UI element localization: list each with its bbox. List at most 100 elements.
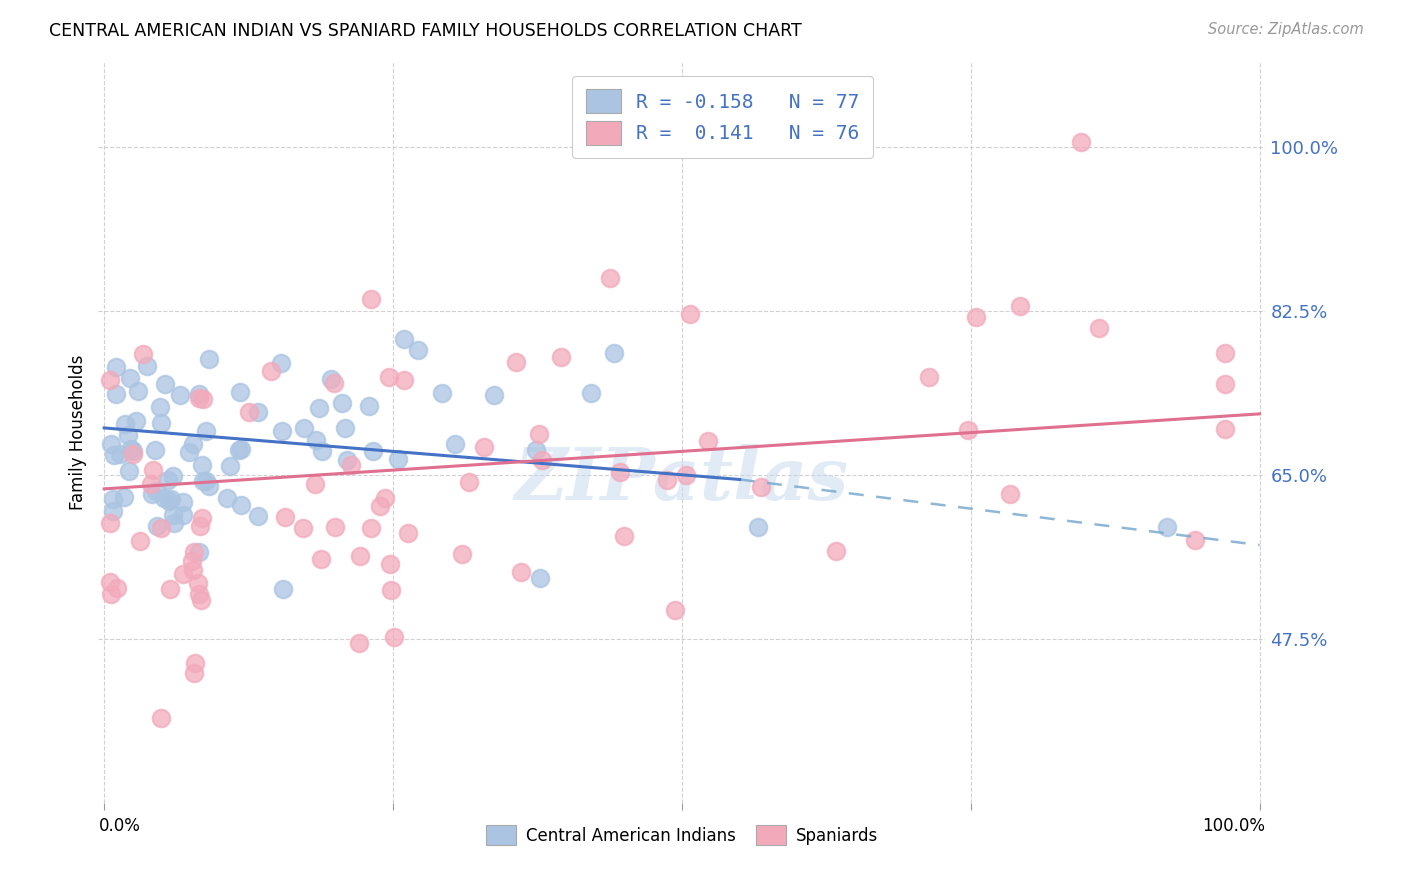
Text: Source: ZipAtlas.com: Source: ZipAtlas.com	[1208, 22, 1364, 37]
Point	[609, 465, 631, 479]
Point	[965, 310, 987, 324]
Point	[150, 711, 173, 725]
Point	[215, 491, 238, 506]
Point	[118, 464, 141, 478]
Point	[247, 405, 270, 419]
Text: 100.0%: 100.0%	[1202, 817, 1265, 835]
Point	[105, 581, 128, 595]
Point	[675, 468, 697, 483]
Point	[120, 370, 142, 384]
Point	[360, 292, 382, 306]
Point	[150, 521, 173, 535]
Point	[679, 307, 702, 321]
Point	[332, 396, 354, 410]
Point	[162, 468, 184, 483]
Point	[117, 428, 139, 442]
Point	[101, 492, 124, 507]
Point	[141, 486, 163, 500]
Point	[198, 352, 221, 367]
Point	[187, 575, 209, 590]
Point	[173, 567, 195, 582]
Point	[127, 384, 149, 398]
Point	[98, 374, 121, 388]
Point	[142, 463, 165, 477]
Point	[527, 426, 550, 441]
Point	[550, 350, 572, 364]
Point	[273, 582, 295, 596]
Point	[505, 355, 527, 369]
Point	[1213, 346, 1236, 360]
Point	[191, 458, 214, 472]
Point	[347, 636, 370, 650]
Point	[613, 529, 636, 543]
Point	[530, 453, 553, 467]
Point	[169, 387, 191, 401]
Point	[229, 498, 252, 512]
Point	[172, 494, 194, 508]
Point	[304, 477, 326, 491]
Point	[308, 401, 330, 416]
Point	[153, 376, 176, 391]
Point	[260, 364, 283, 378]
Point	[247, 508, 270, 523]
Point	[747, 520, 769, 534]
Point	[335, 421, 357, 435]
Point	[998, 486, 1021, 500]
Point	[387, 451, 409, 466]
Point	[98, 516, 121, 530]
Point	[160, 491, 183, 506]
Point	[121, 444, 143, 458]
Point	[956, 423, 979, 437]
Point	[311, 444, 333, 458]
Point	[291, 521, 314, 535]
Point	[218, 459, 240, 474]
Point	[183, 665, 205, 680]
Point	[103, 448, 125, 462]
Point	[392, 332, 415, 346]
Point	[136, 359, 159, 373]
Point	[599, 270, 621, 285]
Point	[825, 544, 848, 558]
Point	[749, 480, 772, 494]
Point	[120, 442, 142, 457]
Point	[271, 424, 294, 438]
Point	[378, 557, 401, 571]
Point	[664, 603, 686, 617]
Point	[484, 387, 506, 401]
Point	[443, 436, 465, 450]
Point	[181, 563, 204, 577]
Point	[228, 442, 250, 457]
Point	[360, 521, 382, 535]
Point	[325, 519, 347, 533]
Point	[129, 534, 152, 549]
Point	[374, 491, 396, 506]
Point	[1010, 299, 1032, 313]
Point	[396, 526, 419, 541]
Point	[177, 445, 200, 459]
Point	[172, 508, 194, 522]
Point	[104, 386, 127, 401]
Point	[274, 509, 297, 524]
Point	[194, 474, 217, 488]
Point	[917, 369, 939, 384]
Point	[378, 370, 401, 384]
Point	[181, 437, 204, 451]
Point	[191, 510, 214, 524]
Point	[380, 582, 402, 597]
Point	[394, 373, 416, 387]
Point	[193, 392, 215, 406]
Point	[509, 565, 531, 579]
Point	[319, 372, 342, 386]
Point	[309, 552, 332, 566]
Point	[181, 553, 204, 567]
Point	[101, 504, 124, 518]
Point	[1213, 422, 1236, 436]
Point	[238, 405, 260, 419]
Point	[157, 493, 180, 508]
Point	[336, 452, 359, 467]
Point	[153, 491, 176, 506]
Point	[1213, 376, 1236, 391]
Point	[657, 473, 679, 487]
Point	[451, 547, 474, 561]
Point	[187, 391, 209, 405]
